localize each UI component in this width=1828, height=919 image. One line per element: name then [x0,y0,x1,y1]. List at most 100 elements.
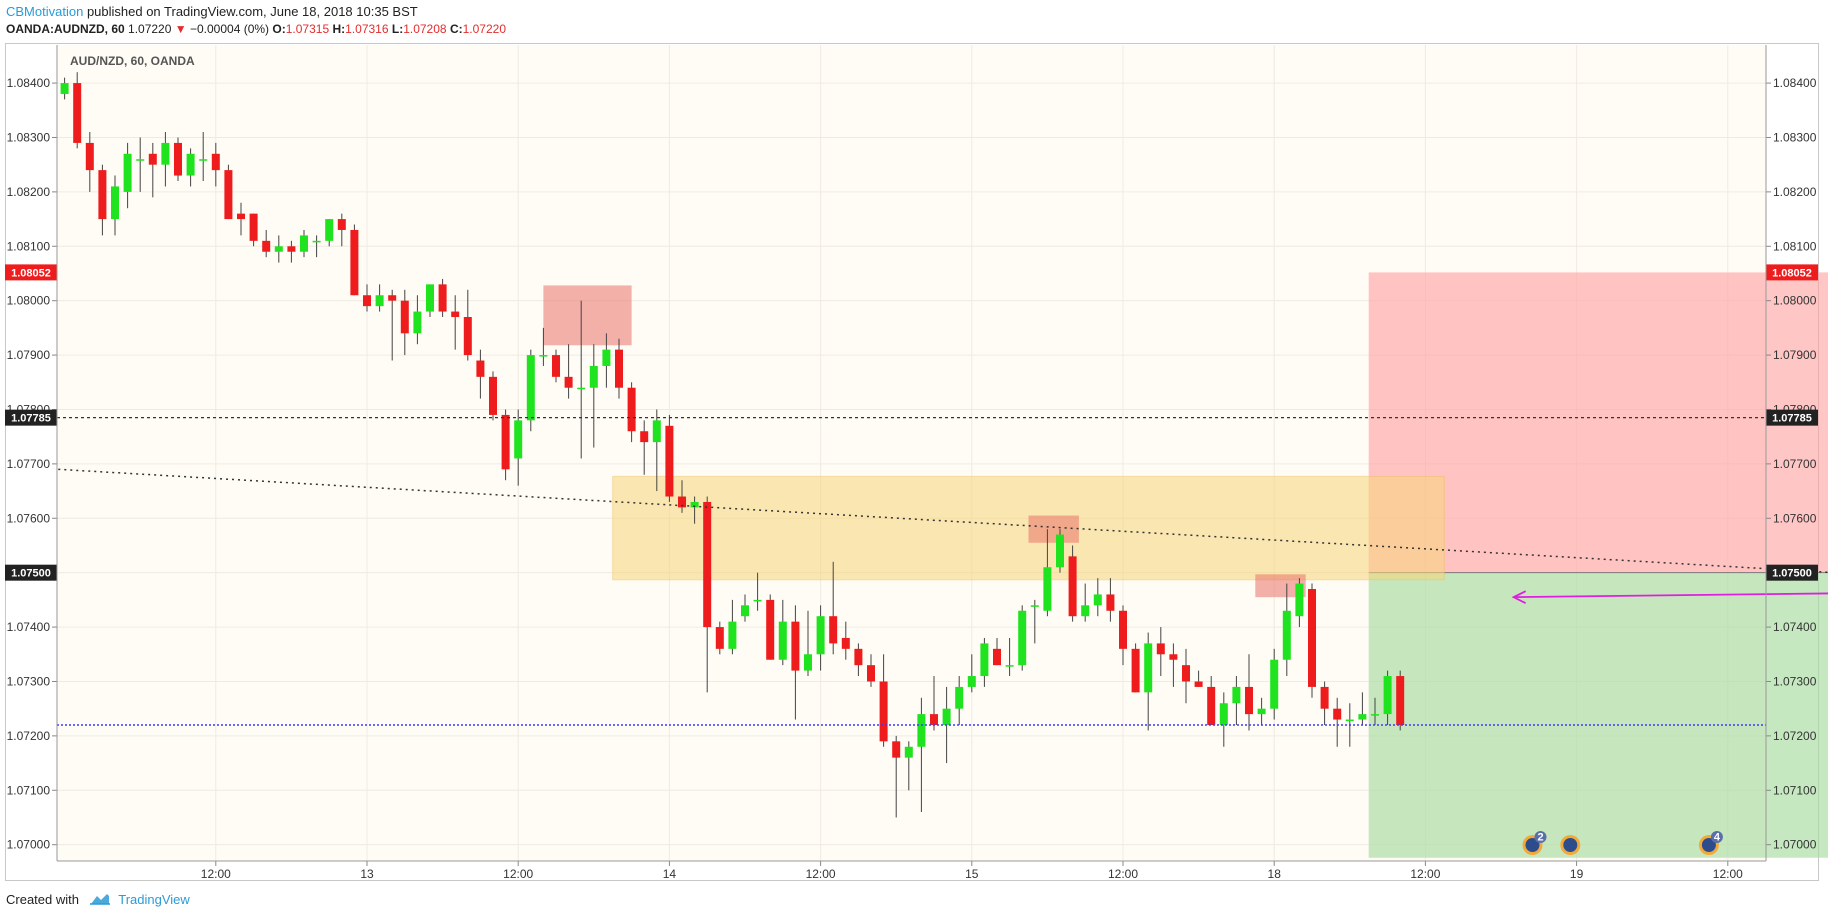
x-tick-label: 12:00 [1713,867,1743,881]
candle-body [426,284,434,312]
candle-body [287,246,296,252]
tradingview-brand-link[interactable]: TradingView [118,892,190,907]
y-tick-label: 1.08300 [7,130,51,144]
candle-body [1030,605,1039,607]
x-tick-label: 19 [1570,867,1584,881]
y-tick-label: 1.07400 [7,620,51,634]
candle-body [388,295,397,301]
tradingview-logo-icon [89,892,111,909]
price-label: 1.08052 [1772,267,1812,279]
candle-body [967,676,976,687]
candle-body [199,159,208,161]
candle-body [652,420,661,443]
arrow-head-icon [1511,590,1527,604]
open-value: 1.07315 [285,22,330,36]
candle-body [186,153,195,176]
candle-body [1245,686,1253,715]
candle-body [690,501,699,508]
candle-body [1371,714,1379,716]
event-count-badge [1534,831,1547,843]
arrow-line [1513,592,1828,599]
y-tick-label: 1.07700 [1773,457,1817,471]
take-profit-zone [1368,572,1828,858]
candle-body [1056,534,1064,568]
candle-body [136,159,145,161]
low-label: L: [391,22,404,36]
created-with-text: Created with [6,892,79,907]
candle-body [778,621,787,660]
drawing-lines[interactable] [57,417,1828,726]
candle-body [955,686,964,709]
candle-body [1270,659,1279,709]
x-tick-label: 18 [1268,867,1282,881]
y-tick-label: 1.07600 [7,511,51,525]
candle-body [804,654,812,671]
candle-body [1345,719,1354,722]
candle-body [1396,676,1405,725]
candle-body [111,186,119,220]
publish-line: CBMotivation published on TradingView.co… [6,4,418,19]
price-label: 1.07500 [1772,568,1812,580]
candle-body [249,213,258,241]
candle-body [1081,605,1090,617]
y-tick-label: 1.07200 [7,729,51,743]
candle-body [413,311,422,334]
y-tick-label: 1.07900 [7,348,51,362]
candle-body [224,170,233,220]
price-change: −0.00004 (0%) [189,22,270,36]
y-tick-label: 1.07700 [7,457,51,471]
y-tick-label: 1.07600 [1773,511,1817,525]
price-label: 1.07785 [11,413,51,425]
candle-body [715,627,724,649]
x-tick-label: 14 [663,867,677,881]
candle-body [993,648,1001,666]
candle-body [1282,610,1291,660]
footer: Created with TradingView [6,892,190,909]
y-tick-label: 1.07300 [1773,674,1817,688]
candle-body [300,235,308,252]
down-triangle-icon: ▼ [174,22,187,36]
candle-body [980,643,989,677]
candle-body [1093,594,1102,606]
low-value: 1.07208 [403,22,447,36]
marker-box [1255,574,1306,598]
y-tick-label: 1.08100 [1773,239,1817,253]
candle-body [539,355,548,357]
candle-body [350,229,359,296]
candle-body [816,616,825,655]
candle-body [312,240,321,243]
candle-body [274,246,283,252]
event-count-label: 2 [1537,832,1543,844]
candle-body [1182,665,1190,682]
x-tick-label: 13 [360,867,374,881]
candle-body [602,349,611,366]
candle-body [1320,686,1329,709]
x-tick-label: 12:00 [1410,867,1440,881]
candle-body [489,376,497,415]
candle-body [589,365,598,388]
candle-body [942,708,951,725]
price-label: 1.07785 [1772,413,1812,425]
candles [60,72,1405,818]
candle-body [665,425,674,497]
x-tick-label: 12:00 [503,867,533,881]
x-tick-label: 15 [965,867,979,881]
candle-body [917,714,926,747]
candle-body [438,284,447,312]
flag-icon [1525,838,1540,852]
stop-loss-zone [1368,272,1828,573]
candle-body [337,219,346,230]
author-link[interactable]: CBMotivation [6,4,84,19]
y-tick-label: 1.08200 [7,185,51,199]
candle-body [854,648,863,666]
candle-body [1257,708,1266,715]
candle-body [1232,686,1241,704]
candle-body [867,665,875,682]
candle-body [476,360,485,377]
high-label: H: [332,22,346,36]
drawing-zones[interactable] [543,272,1828,858]
candle-body [514,420,523,459]
close-value: 1.07220 [462,22,506,36]
candle-body [1068,556,1077,617]
